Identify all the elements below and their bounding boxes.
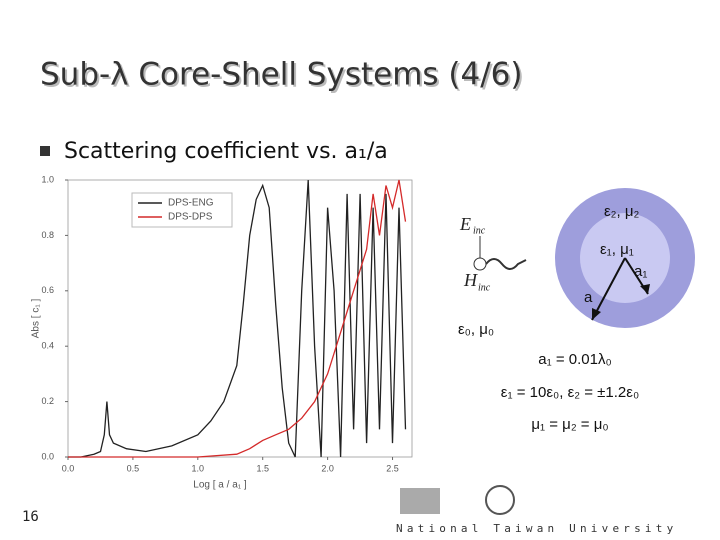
x-tick-label: 2.5: [386, 463, 399, 473]
outer-label: ε₂, μ₂: [604, 203, 639, 220]
wave: [485, 258, 527, 270]
legend-label: DPS-DPS: [168, 212, 213, 223]
series-line: [68, 179, 407, 458]
logo-calligraphy: [400, 488, 440, 514]
y-tick-label: 0.4: [41, 341, 54, 351]
equations: a₁ = 0.01λ₀ ε₁ = 10ε₀, ε₂ = ±1.2ε₀ μ₁ = μ₂…: [501, 351, 639, 433]
outer-radius-label: a: [584, 289, 593, 306]
x-tick-label: 2.0: [321, 463, 334, 473]
bullet-text: Scattering coefficient vs. a₁/a: [64, 139, 388, 164]
equation: ε₁ = 10ε₀, ε₂ = ±1.2ε₀: [501, 384, 639, 401]
h-inc-sub: inc: [478, 282, 491, 293]
e-inc: E: [459, 214, 471, 234]
university-name: National Taiwan University: [396, 522, 677, 535]
x-tick-label: 0.5: [127, 463, 140, 473]
x-tick-label: 1.5: [256, 463, 269, 473]
y-tick-label: 1.0: [41, 174, 54, 184]
equation: a₁ = 0.01λ₀: [538, 351, 611, 368]
inner-radius-label: a₁: [634, 263, 647, 280]
y-tick-label: 0.8: [41, 230, 54, 240]
plot-frame: [67, 179, 413, 458]
x-tick-label: 0.0: [62, 463, 75, 473]
series-line: [68, 179, 407, 458]
bullet-marker: [40, 146, 50, 156]
x-axis-label: Log [ a / a₁ ]: [193, 480, 247, 491]
background-label: ε₀, μ₀: [458, 321, 494, 338]
legend-box: [131, 192, 233, 228]
y-tick-label: 0.6: [41, 285, 54, 295]
inner-label: ε₁, μ₁: [600, 241, 634, 258]
arrowhead: [592, 308, 601, 320]
y-axis-label: Abs [ c₁ ]: [31, 299, 42, 339]
e-inc-sub: inc: [473, 225, 486, 236]
radius-arrow-outer: [591, 257, 626, 321]
logo-seal: [485, 485, 515, 515]
title-shadow: Sub-λ Core-Shell Systems (4/6): [42, 59, 524, 95]
arrowhead: [640, 284, 650, 294]
y-tick-label: 0.0: [41, 451, 54, 461]
plot: 0.0 0.2 0.4 0.6 0.8 1.0 0.0 0.5 1.0 1.5 2.0 2.5 Log …: [31, 174, 413, 491]
x-tick-label: 1.0: [192, 463, 205, 473]
slide-title: Sub-λ Core-Shell Systems (4/6): [40, 57, 522, 93]
legend-label: DPS-ENG: [168, 198, 214, 209]
page-number: 16: [22, 509, 39, 525]
h-inc: H: [463, 270, 478, 290]
y-tick-label: 0.2: [41, 396, 54, 406]
equation: μ₁ = μ₂ = μ₀: [531, 416, 608, 433]
